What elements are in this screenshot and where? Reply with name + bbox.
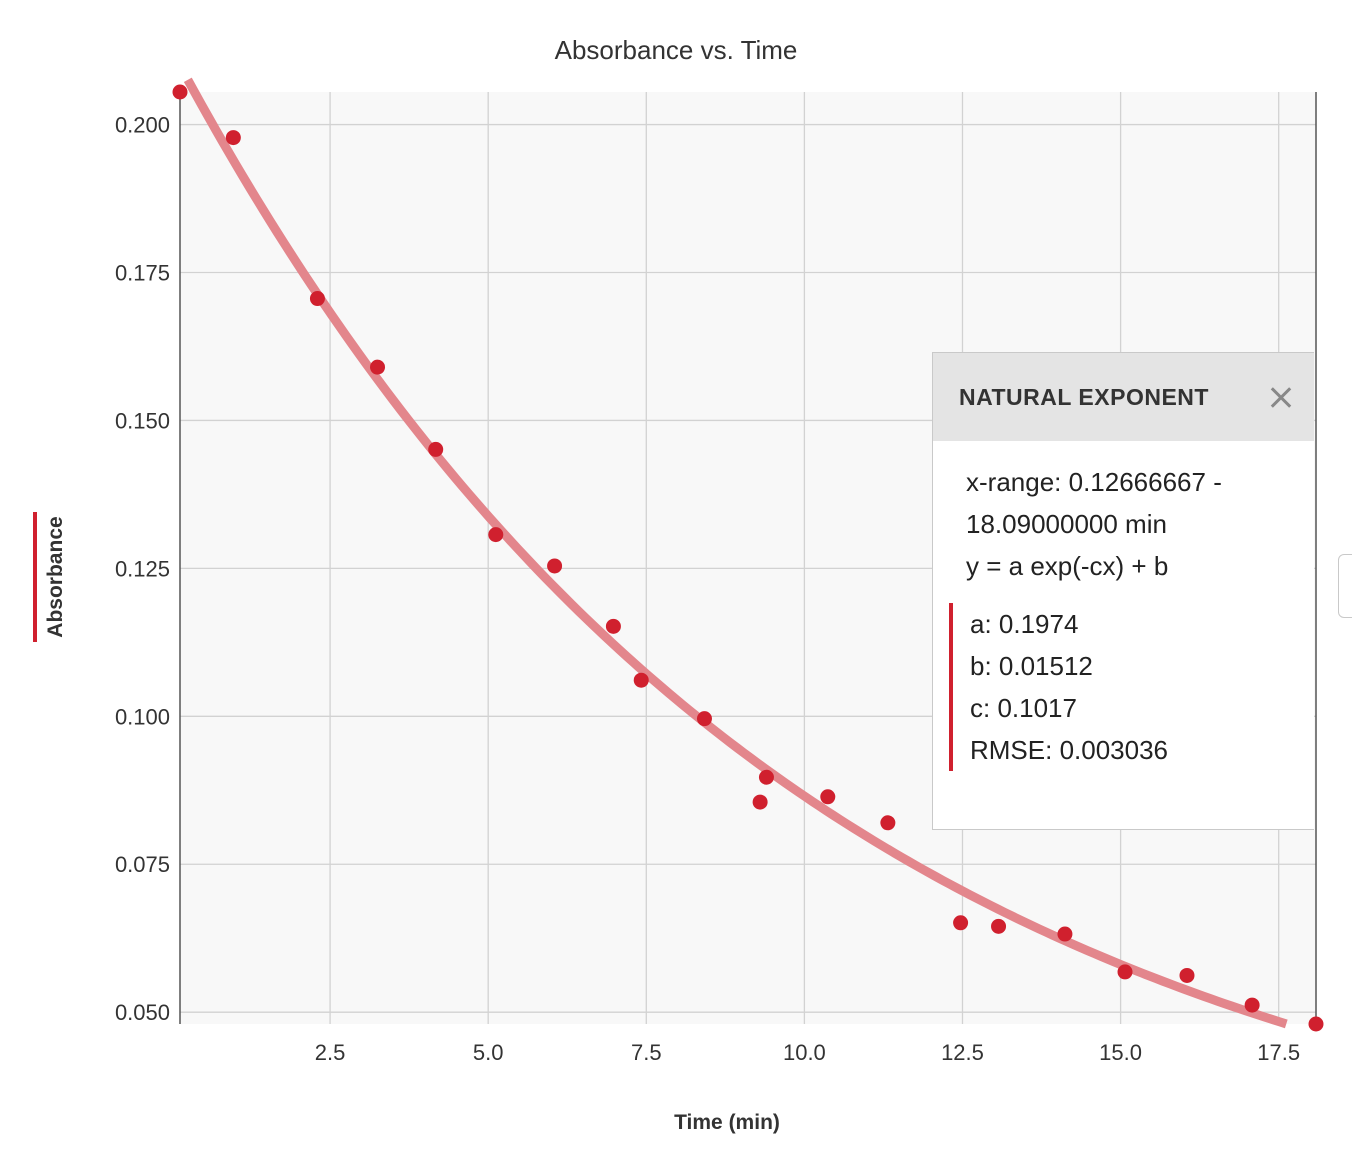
x-axis-ticks: 2.5 5.0 7.5 10.0 12.5 15.0 17.5	[315, 1040, 1300, 1065]
close-icon[interactable]	[1266, 382, 1296, 412]
y-tick-label: 0.075	[115, 852, 170, 877]
x-tick-label: 15.0	[1099, 1040, 1142, 1065]
chart-title: Absorbance vs. Time	[555, 35, 798, 65]
fit-panel-title: NATURAL EXPONENT	[959, 383, 1209, 410]
data-point[interactable]	[991, 918, 1007, 934]
fit-panel-body: x-range: 0.12666667 - 18.09000000 min y …	[933, 441, 1314, 771]
data-point[interactable]	[1308, 1016, 1324, 1032]
y-tick-label: 0.125	[115, 556, 170, 581]
fit-panel-header: NATURAL EXPONENT	[933, 353, 1314, 441]
fit-parameters: a: 0.1974 b: 0.01512 c: 0.1017 RMSE: 0.0…	[949, 603, 1290, 771]
data-point[interactable]	[488, 527, 504, 543]
data-point[interactable]	[225, 130, 241, 146]
data-point[interactable]	[1244, 997, 1260, 1013]
y-axis-ticks: 0.050 0.075 0.100 0.125 0.150 0.175 0.200	[115, 113, 170, 1026]
data-point[interactable]	[696, 711, 712, 727]
data-point[interactable]	[172, 84, 188, 100]
x-tick-label: 12.5	[941, 1040, 984, 1065]
x-axis-label: Time (min)	[674, 1111, 780, 1134]
data-point[interactable]	[428, 441, 444, 457]
x-range-text: x-range: 0.12666667 -	[966, 467, 1222, 497]
data-point[interactable]	[758, 769, 774, 785]
y-tick-label: 0.100	[115, 704, 170, 729]
data-point[interactable]	[1179, 967, 1195, 983]
data-point[interactable]	[605, 618, 621, 634]
axes	[179, 92, 1317, 1024]
data-point[interactable]	[953, 915, 969, 931]
x-tick-label: 7.5	[631, 1040, 662, 1065]
y-axis-label-marker	[33, 512, 37, 642]
param-a: a: 0.1974	[970, 609, 1079, 639]
param-rmse: RMSE: 0.003036	[970, 735, 1169, 765]
param-b: b: 0.01512	[970, 651, 1093, 681]
fit-formula: y = a exp(-cx) + b	[966, 551, 1169, 581]
param-c: c: 0.1017	[970, 693, 1077, 723]
x-tick-label: 2.5	[315, 1040, 346, 1065]
data-point[interactable]	[370, 359, 386, 375]
data-point[interactable]	[309, 291, 325, 307]
y-tick-label: 0.150	[115, 408, 170, 433]
data-point[interactable]	[752, 794, 768, 810]
data-point[interactable]	[1057, 926, 1073, 942]
side-panel-tab[interactable]	[1338, 554, 1352, 618]
data-point[interactable]	[1117, 964, 1133, 980]
y-tick-label: 0.175	[115, 260, 170, 285]
data-point[interactable]	[547, 558, 563, 574]
x-tick-label: 17.5	[1257, 1040, 1300, 1065]
data-point[interactable]	[880, 815, 896, 831]
x-range-end-text: 18.09000000 min	[966, 509, 1167, 539]
x-tick-label: 10.0	[783, 1040, 826, 1065]
fit-panel: NATURAL EXPONENT x-range: 0.12666667 - 1…	[932, 352, 1314, 830]
x-tick-label: 5.0	[473, 1040, 504, 1065]
y-axis-label[interactable]: Absorbance	[44, 516, 67, 637]
data-point[interactable]	[633, 672, 649, 688]
y-tick-label: 0.050	[115, 1000, 170, 1025]
data-points	[172, 84, 1324, 1032]
y-tick-label: 0.200	[115, 113, 170, 138]
data-point[interactable]	[820, 789, 836, 805]
